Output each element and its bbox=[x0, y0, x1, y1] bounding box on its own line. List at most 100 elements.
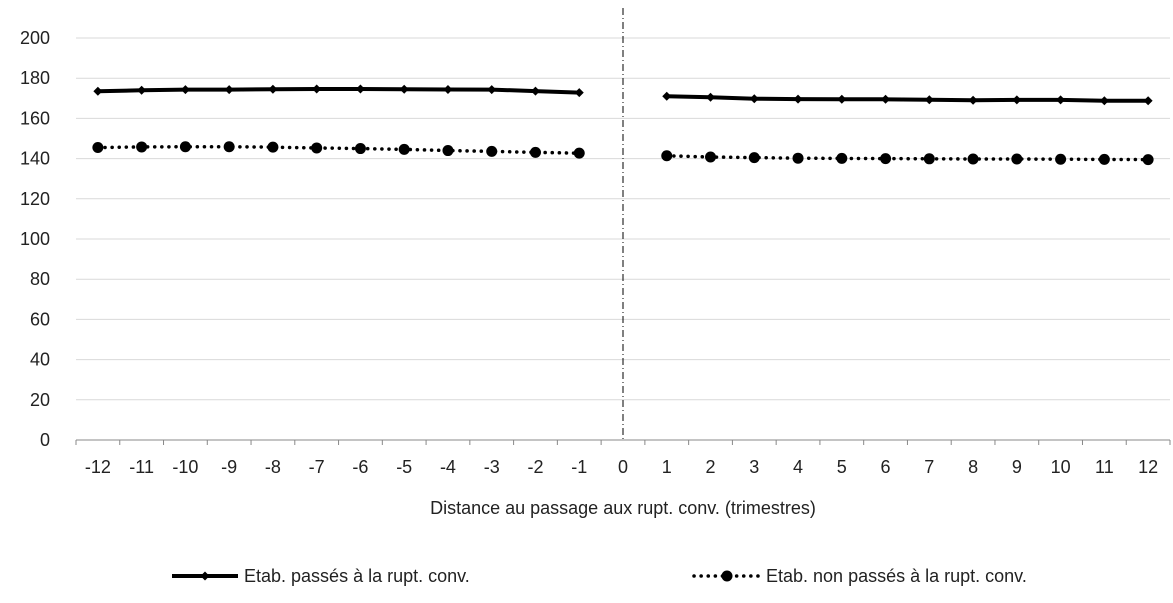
x-axis-ticks: -12 -11 -10 -9 -8 -7 -6 -5 -4 -3 -2 -1 0 1 2 3 4 5 6 7 8 9 10 1… bbox=[75, 440, 1171, 477]
y-tick-label: 20 bbox=[30, 390, 50, 410]
data-point bbox=[1099, 96, 1109, 106]
series-2 bbox=[92, 141, 1154, 166]
data-point bbox=[923, 153, 935, 165]
data-point bbox=[486, 145, 498, 157]
data-point bbox=[836, 152, 848, 164]
y-tick-label: 40 bbox=[30, 350, 50, 370]
legend-label: Etab. passés à la rupt. conv. bbox=[244, 566, 470, 586]
y-axis-ticks: 0 20 40 60 80 100 120 140 160 180 200 bbox=[20, 28, 50, 450]
x-tick-label: 5 bbox=[837, 457, 847, 477]
data-point bbox=[1143, 96, 1153, 106]
data-point bbox=[92, 142, 104, 154]
data-point bbox=[223, 141, 235, 153]
data-point bbox=[267, 141, 279, 153]
data-point bbox=[311, 142, 323, 154]
data-point bbox=[749, 94, 759, 104]
legend-marker bbox=[200, 571, 210, 581]
data-point bbox=[968, 95, 978, 105]
x-tick-label: 12 bbox=[1138, 457, 1158, 477]
series-line bbox=[97, 87, 580, 95]
x-tick-label: -8 bbox=[265, 457, 281, 477]
data-point bbox=[180, 85, 190, 95]
x-tick-label: -10 bbox=[172, 457, 198, 477]
y-tick-label: 0 bbox=[40, 430, 50, 450]
data-point bbox=[1056, 95, 1066, 105]
legend: Etab. passés à la rupt. conv. Etab. non p… bbox=[172, 566, 1027, 586]
x-tick-label: -3 bbox=[484, 457, 500, 477]
x-tick-label: 11 bbox=[1095, 457, 1114, 477]
data-point bbox=[967, 153, 979, 165]
data-point bbox=[706, 92, 716, 102]
x-tick-label: -1 bbox=[571, 457, 587, 477]
data-point bbox=[574, 88, 584, 98]
data-point bbox=[1098, 153, 1110, 165]
series-group bbox=[92, 84, 1154, 166]
data-point bbox=[136, 141, 148, 153]
series-line bbox=[96, 144, 581, 155]
x-tick-label: 1 bbox=[662, 457, 672, 477]
data-point bbox=[748, 152, 760, 164]
x-tick-label: 2 bbox=[706, 457, 716, 477]
data-point bbox=[443, 84, 453, 94]
legend-item-2: Etab. non passés à la rupt. conv. bbox=[692, 566, 1027, 586]
y-tick-label: 140 bbox=[20, 149, 50, 169]
data-point bbox=[137, 85, 147, 95]
x-tick-label: 8 bbox=[968, 457, 978, 477]
x-tick-label: -5 bbox=[396, 457, 412, 477]
y-tick-label: 180 bbox=[20, 68, 50, 88]
data-point bbox=[529, 146, 541, 158]
x-tick-label: -2 bbox=[527, 457, 543, 477]
data-point bbox=[487, 85, 497, 95]
data-point bbox=[1055, 153, 1067, 165]
legend-marker bbox=[721, 570, 733, 582]
x-tick-label: -6 bbox=[352, 457, 368, 477]
data-point bbox=[442, 145, 454, 157]
data-point bbox=[705, 151, 717, 163]
data-point bbox=[1012, 95, 1022, 105]
x-tick-label: -7 bbox=[309, 457, 325, 477]
y-tick-label: 120 bbox=[20, 189, 50, 209]
y-tick-label: 80 bbox=[30, 269, 50, 289]
x-tick-label: 7 bbox=[924, 457, 934, 477]
legend-label: Etab. non passés à la rupt. conv. bbox=[766, 566, 1027, 586]
x-tick-label: 6 bbox=[881, 457, 891, 477]
x-tick-label: -12 bbox=[85, 457, 111, 477]
y-tick-label: 160 bbox=[20, 108, 50, 128]
x-tick-label: -4 bbox=[440, 457, 456, 477]
data-point bbox=[837, 94, 847, 104]
data-point bbox=[661, 150, 673, 162]
data-point bbox=[93, 86, 103, 96]
y-tick-label: 100 bbox=[20, 229, 50, 249]
data-point bbox=[530, 86, 540, 96]
series-1 bbox=[93, 84, 1153, 106]
x-tick-label: 3 bbox=[749, 457, 759, 477]
data-point bbox=[398, 143, 410, 155]
x-tick-label: 9 bbox=[1012, 457, 1022, 477]
data-point bbox=[179, 141, 191, 153]
data-point bbox=[354, 143, 366, 155]
data-point bbox=[573, 147, 585, 159]
data-point bbox=[880, 153, 892, 165]
x-tick-label: -11 bbox=[129, 457, 154, 477]
series-line bbox=[665, 154, 1150, 162]
data-point bbox=[355, 84, 365, 94]
x-tick-label: 0 bbox=[618, 457, 628, 477]
series-line bbox=[666, 94, 1149, 103]
y-tick-label: 200 bbox=[20, 28, 50, 48]
data-point bbox=[1142, 154, 1154, 166]
data-point bbox=[881, 94, 891, 104]
data-point bbox=[662, 91, 672, 101]
data-point bbox=[312, 84, 322, 94]
data-point bbox=[924, 95, 934, 105]
y-tick-label: 60 bbox=[30, 309, 50, 329]
x-tick-label: -9 bbox=[221, 457, 237, 477]
legend-item-1: Etab. passés à la rupt. conv. bbox=[172, 566, 470, 586]
x-axis-label: Distance au passage aux rupt. conv. (tri… bbox=[430, 498, 816, 518]
data-point bbox=[224, 85, 234, 95]
x-tick-label: 10 bbox=[1051, 457, 1071, 477]
x-tick-label: 4 bbox=[793, 457, 803, 477]
data-point bbox=[792, 152, 804, 164]
data-point bbox=[399, 84, 409, 94]
data-point bbox=[1011, 153, 1023, 165]
